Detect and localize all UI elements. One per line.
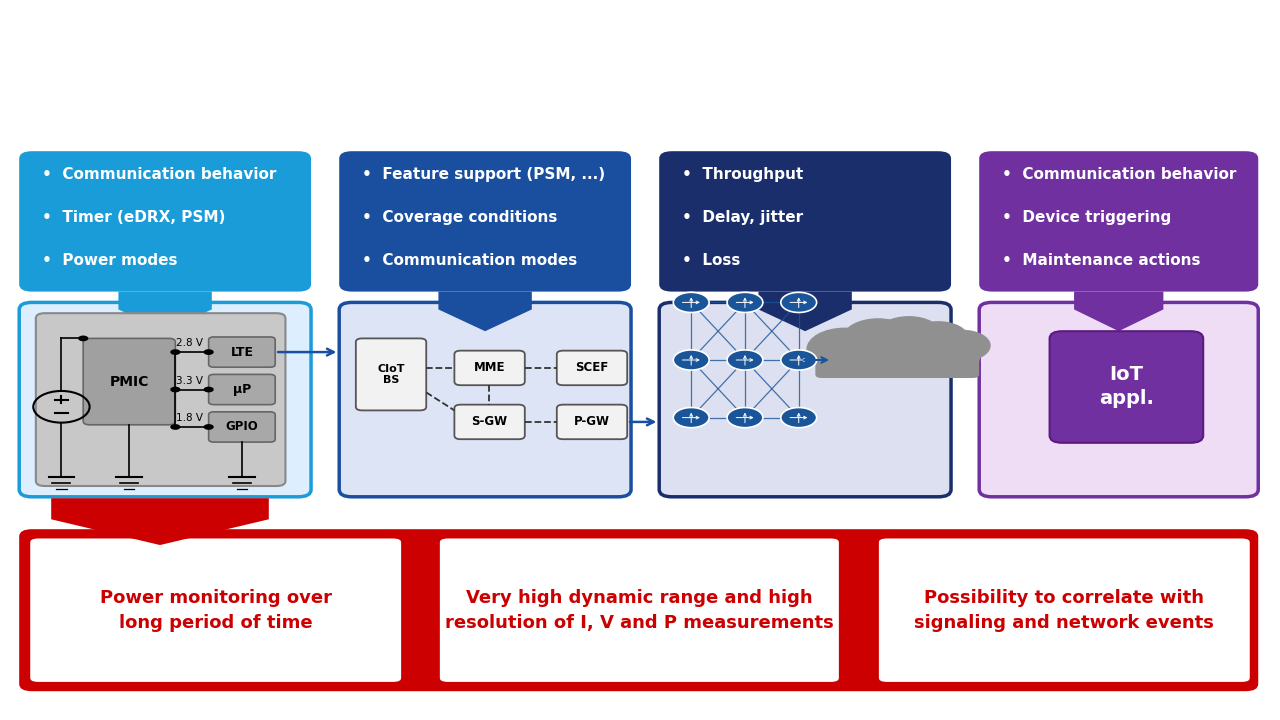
Text: µP: µP xyxy=(233,383,251,396)
Text: Possibility to correlate with
signaling and network events: Possibility to correlate with signaling … xyxy=(914,589,1215,631)
Text: Power monitoring over
long period of time: Power monitoring over long period of tim… xyxy=(100,589,332,631)
Circle shape xyxy=(204,424,214,430)
Circle shape xyxy=(727,408,763,428)
Circle shape xyxy=(781,408,817,428)
Circle shape xyxy=(842,318,914,359)
FancyBboxPatch shape xyxy=(659,151,951,292)
FancyBboxPatch shape xyxy=(454,405,525,439)
Circle shape xyxy=(673,292,709,312)
Text: P-GW: P-GW xyxy=(573,415,611,428)
FancyBboxPatch shape xyxy=(36,313,285,486)
FancyBboxPatch shape xyxy=(877,536,1252,684)
Text: •  Power modes: • Power modes xyxy=(42,253,178,269)
FancyBboxPatch shape xyxy=(19,302,311,497)
FancyBboxPatch shape xyxy=(557,405,627,439)
Text: •  Coverage conditions: • Coverage conditions xyxy=(362,210,558,225)
FancyBboxPatch shape xyxy=(19,151,311,292)
Text: 2.8 V: 2.8 V xyxy=(175,338,204,348)
Text: MME: MME xyxy=(474,361,506,374)
Polygon shape xyxy=(119,292,211,331)
Polygon shape xyxy=(759,292,851,331)
Circle shape xyxy=(673,408,709,428)
Text: •  Maintenance actions: • Maintenance actions xyxy=(1002,253,1201,269)
Text: 1.8 V: 1.8 V xyxy=(175,413,204,423)
Circle shape xyxy=(876,316,942,354)
FancyBboxPatch shape xyxy=(557,351,627,385)
FancyBboxPatch shape xyxy=(209,337,275,367)
FancyBboxPatch shape xyxy=(339,302,631,497)
Circle shape xyxy=(851,336,915,372)
Circle shape xyxy=(204,387,214,392)
Text: •  Feature support (PSM, ...): • Feature support (PSM, ...) xyxy=(362,167,605,182)
FancyBboxPatch shape xyxy=(339,151,631,292)
FancyBboxPatch shape xyxy=(979,302,1258,497)
FancyBboxPatch shape xyxy=(19,529,1258,691)
FancyBboxPatch shape xyxy=(454,351,525,385)
FancyBboxPatch shape xyxy=(979,151,1258,292)
Circle shape xyxy=(727,350,763,370)
Text: •  Communication modes: • Communication modes xyxy=(362,253,577,269)
FancyBboxPatch shape xyxy=(356,338,426,410)
Circle shape xyxy=(727,292,763,312)
Circle shape xyxy=(78,336,88,341)
Text: PMIC: PMIC xyxy=(110,374,148,389)
Text: •  Communication behavior: • Communication behavior xyxy=(42,167,276,182)
FancyBboxPatch shape xyxy=(83,338,175,425)
Text: Very high dynamic range and high
resolution of I, V and P measurements: Very high dynamic range and high resolut… xyxy=(445,589,833,631)
Circle shape xyxy=(934,330,991,361)
FancyBboxPatch shape xyxy=(209,412,275,442)
Circle shape xyxy=(170,424,180,430)
FancyBboxPatch shape xyxy=(209,374,275,405)
Circle shape xyxy=(908,321,969,356)
Text: 3.3 V: 3.3 V xyxy=(175,376,204,386)
Circle shape xyxy=(170,387,180,392)
Circle shape xyxy=(781,350,817,370)
FancyBboxPatch shape xyxy=(28,536,403,684)
FancyBboxPatch shape xyxy=(438,536,841,684)
Text: GPIO: GPIO xyxy=(225,420,259,433)
Circle shape xyxy=(924,341,980,372)
Text: CIoT
BS: CIoT BS xyxy=(378,364,404,385)
FancyBboxPatch shape xyxy=(815,342,979,378)
Circle shape xyxy=(170,349,180,355)
Text: •  Communication behavior: • Communication behavior xyxy=(1002,167,1236,182)
FancyBboxPatch shape xyxy=(659,302,951,497)
FancyBboxPatch shape xyxy=(1050,331,1203,443)
Text: •  Timer (eDRX, PSM): • Timer (eDRX, PSM) xyxy=(42,210,225,225)
Text: •  Loss: • Loss xyxy=(682,253,741,269)
Text: S-GW: S-GW xyxy=(471,415,508,428)
Text: LTE: LTE xyxy=(230,346,253,359)
Circle shape xyxy=(204,349,214,355)
Circle shape xyxy=(673,350,709,370)
Polygon shape xyxy=(51,498,269,545)
Circle shape xyxy=(887,336,951,372)
Polygon shape xyxy=(439,292,531,331)
Text: •  Throughput: • Throughput xyxy=(682,167,804,182)
Circle shape xyxy=(806,328,883,371)
Circle shape xyxy=(781,292,817,312)
Text: IoT
appl.: IoT appl. xyxy=(1100,365,1153,408)
Circle shape xyxy=(823,341,879,372)
Text: SCEF: SCEF xyxy=(576,361,608,374)
Text: •  Device triggering: • Device triggering xyxy=(1002,210,1171,225)
Text: •  Delay, jitter: • Delay, jitter xyxy=(682,210,804,225)
Polygon shape xyxy=(1074,292,1164,331)
